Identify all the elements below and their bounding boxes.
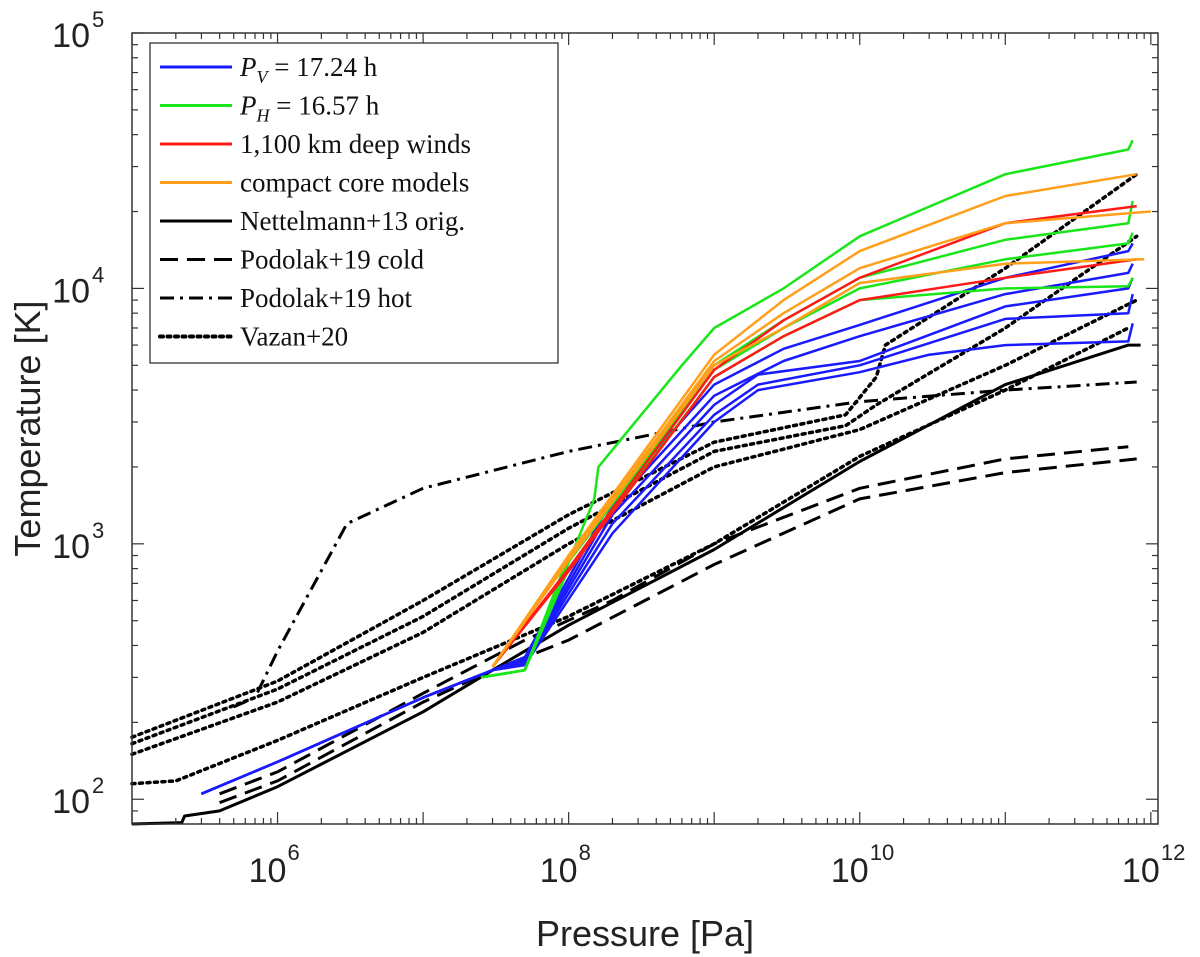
legend-entry: Nettelmann+13 orig. bbox=[160, 206, 465, 236]
x-tick-label: 10 8 bbox=[540, 840, 591, 890]
y-axis-title: Temperature [K] bbox=[7, 300, 48, 556]
y-tick-label: 10 3 bbox=[52, 518, 104, 566]
y-tick-label-exponent: 2 bbox=[92, 773, 104, 798]
legend-entry: compact core models bbox=[160, 168, 469, 198]
series-line-3 bbox=[219, 445, 1129, 796]
series-line-21 bbox=[491, 210, 1151, 668]
x-tick-label-base: 10 bbox=[1122, 852, 1160, 890]
legend-label: Podolak+19 hot bbox=[240, 283, 412, 313]
series-line-8 bbox=[130, 326, 1131, 786]
y-tick-label-exponent: 5 bbox=[92, 7, 104, 32]
legend-label: compact core models bbox=[240, 168, 469, 198]
legend-label: 1,100 km deep winds bbox=[240, 129, 471, 159]
x-tick-label-base: 10 bbox=[831, 852, 869, 890]
legend-label: Nettelmann+13 orig. bbox=[240, 206, 465, 236]
y-tick-label-base: 10 bbox=[52, 272, 90, 310]
y-tick-label-base: 10 bbox=[52, 17, 90, 55]
y-tick-label: 10 4 bbox=[52, 262, 104, 310]
series-line-19 bbox=[491, 258, 1137, 668]
x-tick-label-exponent: 10 bbox=[870, 840, 894, 865]
plot-frame bbox=[131, 32, 1159, 825]
series-line-6 bbox=[130, 234, 1139, 746]
y-tick-label-base: 10 bbox=[52, 528, 90, 566]
legend-entry: Podolak+19 cold bbox=[160, 245, 424, 275]
x-tick-label-exponent: 8 bbox=[579, 840, 591, 865]
x-tick-label-base: 10 bbox=[249, 852, 287, 890]
series-line-13 bbox=[200, 323, 1134, 795]
series-line-22 bbox=[491, 258, 1145, 668]
x-tick-label: 10 10 bbox=[831, 840, 894, 890]
legend-label: Vazan+20 bbox=[240, 322, 348, 352]
legend-label: PV = 17.24 h bbox=[239, 52, 378, 87]
series-line-20 bbox=[491, 172, 1137, 668]
legend-entry: PV = 17.24 h bbox=[160, 52, 378, 87]
legend-box bbox=[149, 42, 559, 364]
y-tick-label: 10 2 bbox=[52, 773, 104, 821]
y-tick-label-exponent: 3 bbox=[92, 518, 104, 543]
y-tick-label: 10 5 bbox=[52, 7, 104, 55]
series-line-7 bbox=[130, 298, 1139, 757]
legend-label: PH = 16.57 h bbox=[239, 91, 380, 126]
x-tick-label-exponent: 12 bbox=[1161, 840, 1185, 865]
x-tick-label: 10 12 bbox=[1122, 840, 1185, 890]
x-tick-label-base: 10 bbox=[540, 852, 578, 890]
y-tick-label-exponent: 4 bbox=[92, 262, 104, 287]
legend: PV = 17.24 h PH = 16.57 h1,100 km deep wi… bbox=[149, 42, 559, 364]
x-tick-label: 10 6 bbox=[249, 840, 300, 890]
legend-entry: PH = 16.57 h bbox=[160, 91, 380, 126]
series-line-5 bbox=[130, 172, 1139, 739]
legend-entry: Vazan+20 bbox=[158, 322, 348, 352]
y-tick-label-base: 10 bbox=[52, 783, 90, 821]
x-axis-title: Pressure [Pa] bbox=[536, 913, 754, 954]
legend-label: Podolak+19 cold bbox=[240, 245, 424, 275]
series-line-2 bbox=[219, 457, 1137, 805]
legend-entry: Podolak+19 hot bbox=[160, 283, 412, 313]
legend-entry: 1,100 km deep winds bbox=[160, 129, 471, 159]
x-tick-label-exponent: 6 bbox=[288, 840, 300, 865]
axis-labels: Pressure [Pa] Temperature [K] bbox=[7, 300, 754, 954]
series-layer bbox=[130, 139, 1151, 826]
